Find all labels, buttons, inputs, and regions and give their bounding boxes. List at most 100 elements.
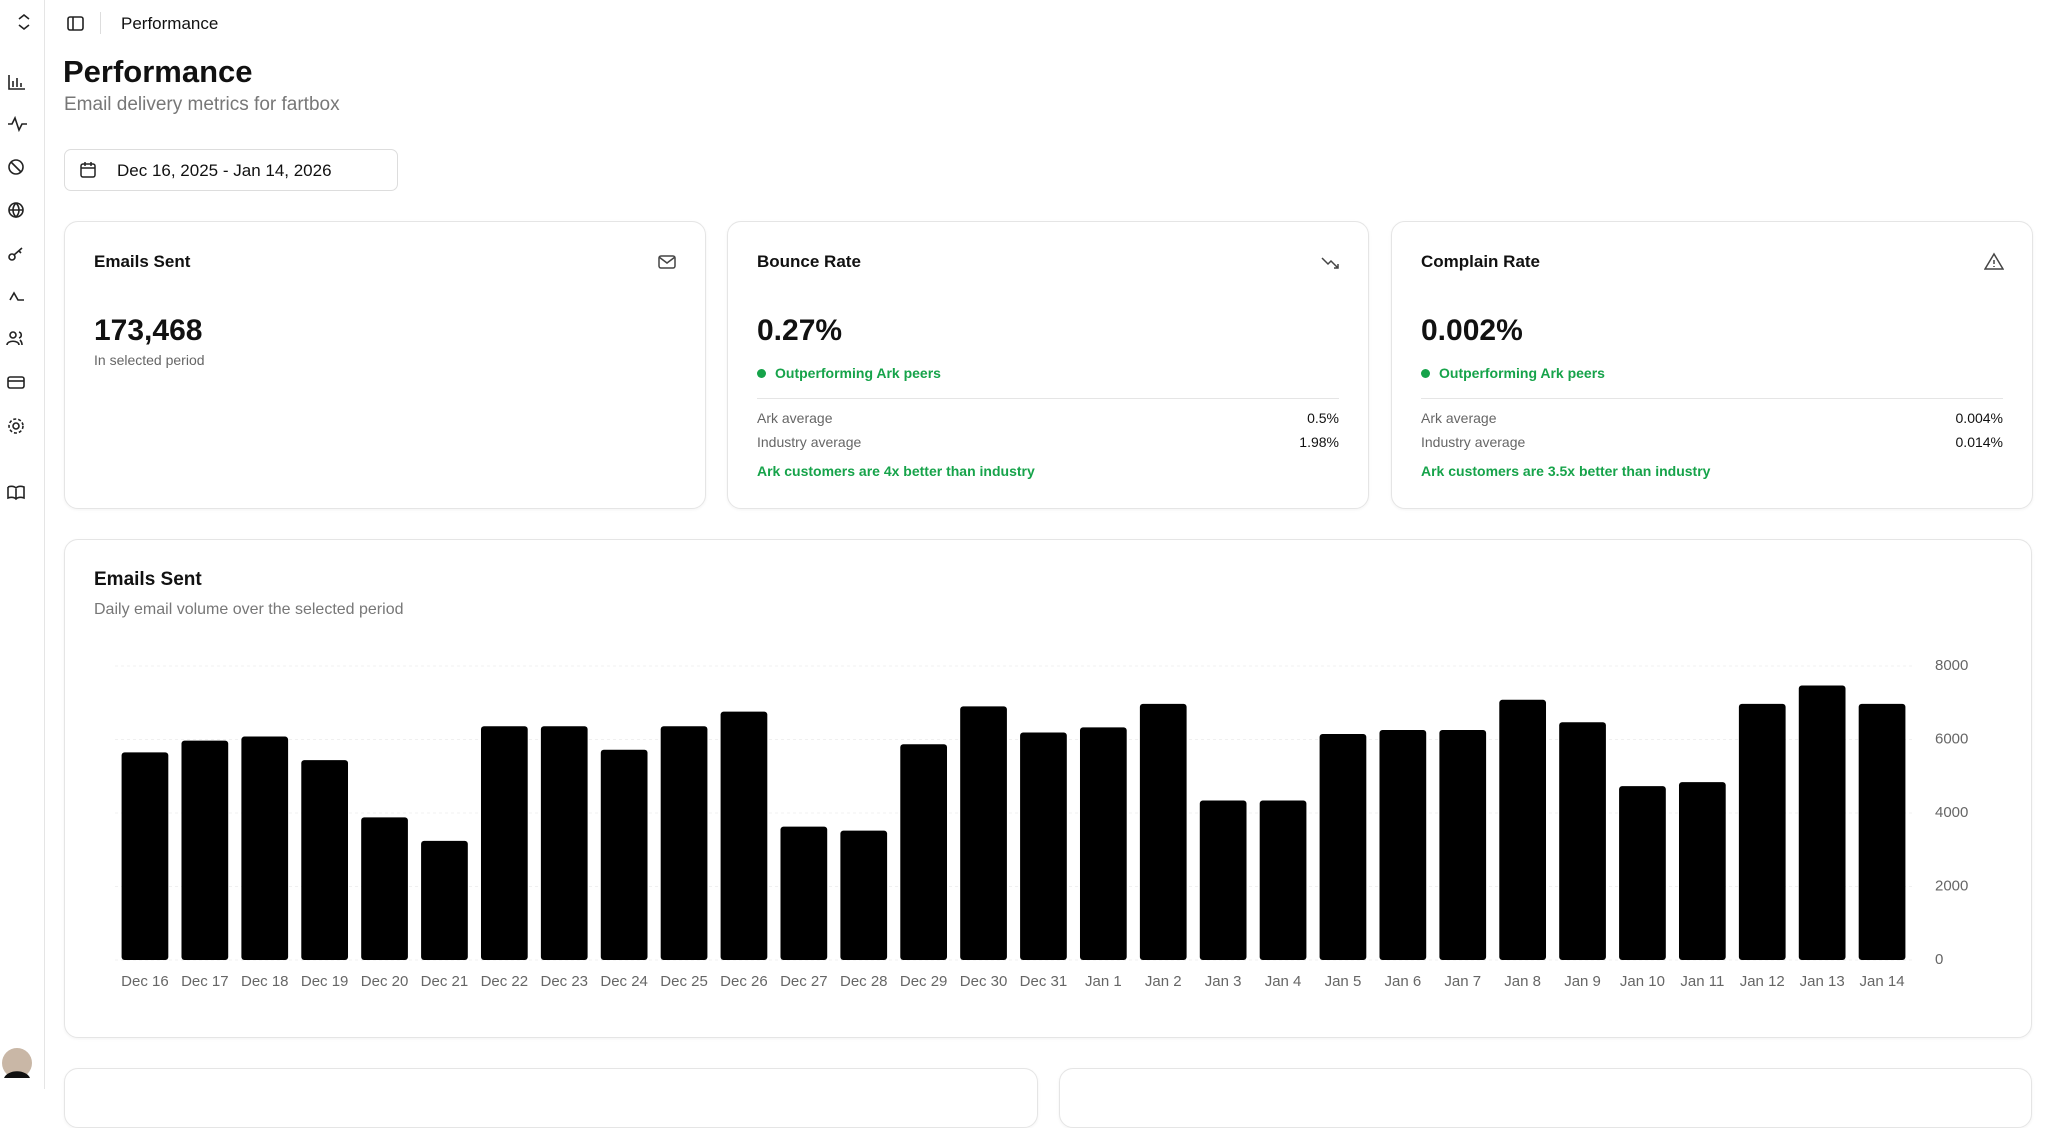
card-value: 0.27% — [757, 314, 843, 347]
bar — [1439, 729, 1487, 960]
status-dot — [757, 369, 766, 378]
x-tick-label: Jan 13 — [1800, 973, 1845, 990]
nav-settings-icon[interactable] — [12, 422, 20, 430]
calendar-icon — [80, 162, 96, 178]
card-value: 173,468 — [94, 314, 203, 347]
divider — [100, 12, 101, 34]
row-value: 0.004% — [1955, 410, 2003, 426]
bar — [1139, 703, 1187, 960]
bar — [1619, 786, 1666, 960]
nav-billing-icon[interactable] — [7, 376, 25, 389]
bar — [1379, 729, 1427, 960]
sidebar — [0, 0, 45, 1089]
x-tick-label: Jan 12 — [1740, 973, 1785, 990]
divider — [757, 398, 1339, 399]
x-tick-label: Jan 5 — [1325, 973, 1362, 990]
bar — [960, 706, 1007, 960]
bar — [660, 726, 708, 960]
avatar[interactable] — [2, 1048, 32, 1078]
x-tick-label: Dec 28 — [840, 973, 888, 990]
row-label: Industry average — [757, 434, 862, 450]
bar — [1678, 782, 1726, 960]
x-tick-label: Dec 18 — [241, 973, 289, 990]
card-value: 0.002% — [1421, 314, 1523, 347]
card-summary: Ark customers are 4x better than industr… — [757, 463, 1035, 479]
bar — [1319, 733, 1367, 960]
stat-card: Emails Sent 173,468 In selected period — [64, 221, 706, 509]
y-tick-label: 6000 — [1935, 730, 1968, 747]
nav-key-icon[interactable] — [8, 253, 16, 261]
bar — [840, 830, 888, 960]
bar — [600, 749, 648, 960]
chart-card: Emails Sent Daily email volume over the … — [64, 539, 2032, 1038]
row-label: Ark average — [757, 410, 833, 426]
y-tick-label: 8000 — [1935, 657, 1968, 674]
bar — [900, 744, 948, 960]
bar — [1259, 800, 1307, 960]
x-tick-label: Jan 7 — [1444, 973, 1481, 990]
card-summary: Ark customers are 3.5x better than indus… — [1421, 463, 1711, 479]
x-tick-label: Jan 4 — [1265, 973, 1302, 990]
x-tick-label: Dec 20 — [361, 973, 409, 990]
page-subtitle: Email delivery metrics for fartbox — [64, 94, 340, 115]
chart-title: Emails Sent — [94, 569, 202, 590]
divider — [1421, 398, 2003, 399]
y-tick-label: 2000 — [1935, 877, 1968, 894]
nav-block-icon[interactable] — [8, 159, 24, 175]
x-tick-label: Dec 21 — [421, 973, 469, 990]
date-picker[interactable]: Dec 16, 2025 - Jan 14, 2026 — [64, 149, 398, 191]
card-note: In selected period — [94, 352, 205, 368]
card-title: Emails Sent — [94, 252, 191, 271]
bar — [1020, 732, 1067, 960]
x-tick-label: Dec 26 — [720, 973, 768, 990]
nav-chart-icon[interactable] — [8, 75, 25, 90]
x-tick-label: Dec 16 — [121, 973, 169, 990]
y-tick-label: 4000 — [1935, 804, 1968, 821]
bar — [1798, 685, 1846, 960]
bar — [1079, 727, 1127, 960]
card-title: Bounce Rate — [757, 252, 861, 271]
nav-docs-icon[interactable] — [7, 485, 25, 501]
x-tick-label: Jan 14 — [1860, 973, 1905, 990]
card-title: Complain Rate — [1421, 252, 1541, 271]
status-dot — [1421, 369, 1430, 378]
sidebar-icons — [2, 13, 32, 1078]
bar — [780, 826, 828, 960]
stat-card: Complain Rate 0.002% Outperforming Ark pee… — [1391, 221, 2033, 509]
bar — [181, 740, 229, 960]
bar — [540, 726, 588, 960]
x-tick-label: Jan 10 — [1620, 973, 1665, 990]
date-range: Dec 16, 2025 - Jan 14, 2026 — [117, 161, 332, 180]
bar — [421, 840, 468, 960]
row-label: Ark average — [1421, 410, 1497, 426]
nav-users-icon[interactable] — [9, 331, 17, 339]
switcher-icon[interactable] — [18, 13, 30, 31]
row-value: 1.98% — [1299, 434, 1339, 450]
card-status: Outperforming Ark peers — [775, 365, 941, 381]
card-status: Outperforming Ark peers — [1439, 365, 1605, 381]
bar — [361, 817, 408, 960]
x-tick-label: Dec 24 — [600, 973, 648, 990]
x-tick-label: Jan 6 — [1384, 973, 1421, 990]
lower-card — [64, 1068, 1038, 1128]
sidebar-toggle[interactable] — [66, 14, 86, 34]
nav-webhook-icon[interactable] — [9, 291, 24, 301]
x-tick-label: Jan 1 — [1085, 973, 1122, 990]
bar-chart: 0 2000 4000 6000 8000 Dec 16 Dec 17 Dec 18 Dec 1… — [115, 657, 1968, 990]
bar — [1499, 699, 1547, 960]
x-tick-label: Jan 2 — [1145, 973, 1182, 990]
bar — [121, 752, 169, 960]
x-tick-label: Dec 30 — [960, 973, 1008, 990]
x-tick-label: Jan 9 — [1564, 973, 1601, 990]
bar — [301, 760, 349, 960]
x-tick-label: Dec 17 — [181, 973, 229, 990]
card-icon — [1984, 252, 2004, 270]
x-tick-label: Dec 22 — [481, 973, 529, 990]
breadcrumb: Performance — [121, 14, 219, 33]
nav-activity-icon[interactable] — [8, 115, 27, 133]
bar — [480, 726, 528, 960]
x-tick-label: Jan 8 — [1504, 973, 1541, 990]
card-icon — [1321, 257, 1339, 269]
y-tick-label: 0 — [1935, 951, 1943, 968]
